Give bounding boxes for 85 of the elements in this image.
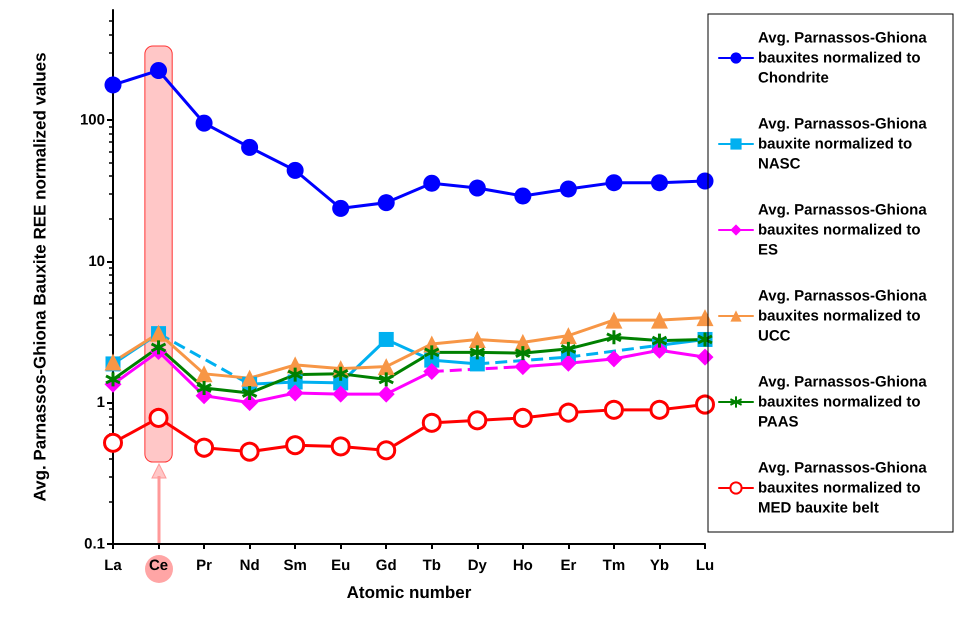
point [605,350,622,368]
point [378,370,395,388]
point [514,344,532,362]
y-tick-label: 10 [88,252,105,270]
point [104,370,122,388]
point [241,384,258,402]
x-tick-label: Gd [376,557,397,574]
legend-label: Avg. Parnassos-Ghiona bauxite normalized to NASC [758,116,931,172]
point [696,348,714,366]
point [330,436,351,456]
point [103,432,123,453]
point [605,312,622,329]
point [423,174,440,192]
point [560,354,577,372]
point [241,370,258,387]
y-tick-label: 100 [80,111,105,128]
point [514,187,532,204]
point [378,194,395,212]
point [194,438,214,458]
y-axis-title: Avg. Parnassos-Ghiona Bauxite REE normalized values [30,52,50,502]
x-tick-label: Nd [240,557,260,574]
point [148,408,169,428]
point [650,332,668,350]
point [467,410,488,430]
x-tick-label: Er [560,557,576,574]
point [650,312,668,329]
point [695,394,715,415]
point [378,358,395,376]
point [422,412,442,433]
point [150,62,168,79]
point [332,200,350,217]
legend-label: Avg. Parnassos-Ghiona bauxites normalized to UCC [758,288,931,344]
point [241,138,258,156]
x-axis-title: Atomic number [346,583,472,602]
point [423,344,440,361]
point [605,174,622,192]
point [696,172,714,190]
point [196,379,213,396]
point [468,180,486,197]
point [604,400,624,420]
x-tick-label: Yb [650,557,670,574]
point [104,353,122,370]
point [332,365,350,382]
point [560,180,577,198]
point [285,435,306,456]
point [332,386,350,403]
point [560,327,577,344]
point [378,386,395,403]
point [560,340,577,358]
x-tick-label: Dy [468,557,488,574]
x-tick-label: Tm [602,557,626,574]
x-tick-label: Tb [422,557,441,574]
x-tick-label: Ho [512,557,533,574]
point [378,332,394,347]
point [150,338,168,356]
point [514,358,532,376]
y-tick-label: 0.1 [84,536,105,552]
x-tick-label: Lu [696,557,714,574]
point [696,309,714,326]
y-tick-label: 1 [96,394,105,412]
point [605,328,622,346]
point [468,344,486,361]
x-tick-label: Sm [283,557,307,574]
legend-label: Avg. Parnassos-Ghiona bauxites normalized to MED bauxite belt [758,460,931,516]
point [512,408,533,428]
legend-label: Avg. Parnassos-Ghiona bauxites normalized to Chondrite [758,30,931,86]
point [104,76,122,94]
x-tick-label: Eu [331,557,350,574]
point [196,114,213,132]
x-tick-label: Pr [196,557,212,574]
point [650,174,668,192]
point [423,363,440,380]
point [649,400,670,420]
point [286,384,304,402]
point [286,366,304,384]
point [196,365,213,382]
point [558,402,578,423]
legend-label: Avg. Parnassos-Ghiona bauxites normalized to PAAS [758,374,931,430]
point [468,330,486,348]
point [376,440,396,460]
point [286,162,304,179]
legend-label: Avg. Parnassos-Ghiona bauxites normalized to ES [758,202,931,258]
point [240,442,260,462]
x-tick-label: Ce [148,557,168,574]
x-tick-label: La [104,557,122,574]
